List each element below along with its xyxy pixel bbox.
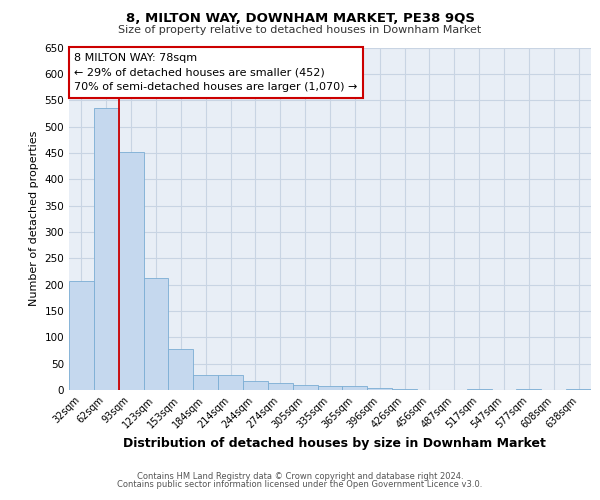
- Bar: [467, 389, 491, 390]
- Text: Size of property relative to detached houses in Downham Market: Size of property relative to detached ho…: [118, 25, 482, 35]
- Bar: [268, 383, 293, 390]
- Bar: [193, 375, 218, 390]
- Bar: [317, 386, 343, 390]
- Text: Distribution of detached houses by size in Downham Market: Distribution of detached houses by size …: [123, 438, 545, 450]
- Text: 8, MILTON WAY, DOWNHAM MARKET, PE38 9QS: 8, MILTON WAY, DOWNHAM MARKET, PE38 9QS: [125, 12, 475, 26]
- Bar: [243, 381, 268, 390]
- Bar: [119, 152, 143, 390]
- Text: 8 MILTON WAY: 78sqm
← 29% of detached houses are smaller (452)
70% of semi-detac: 8 MILTON WAY: 78sqm ← 29% of detached ho…: [74, 52, 358, 92]
- Text: Contains HM Land Registry data © Crown copyright and database right 2024.: Contains HM Land Registry data © Crown c…: [137, 472, 463, 481]
- Bar: [566, 389, 591, 390]
- Bar: [392, 389, 417, 390]
- Bar: [367, 388, 392, 390]
- Bar: [143, 278, 169, 390]
- Bar: [293, 384, 317, 390]
- Bar: [169, 349, 193, 390]
- Bar: [94, 108, 119, 390]
- Bar: [69, 281, 94, 390]
- Bar: [218, 375, 243, 390]
- Bar: [343, 386, 367, 390]
- Bar: [517, 389, 541, 390]
- Text: Contains public sector information licensed under the Open Government Licence v3: Contains public sector information licen…: [118, 480, 482, 489]
- Y-axis label: Number of detached properties: Number of detached properties: [29, 131, 39, 306]
